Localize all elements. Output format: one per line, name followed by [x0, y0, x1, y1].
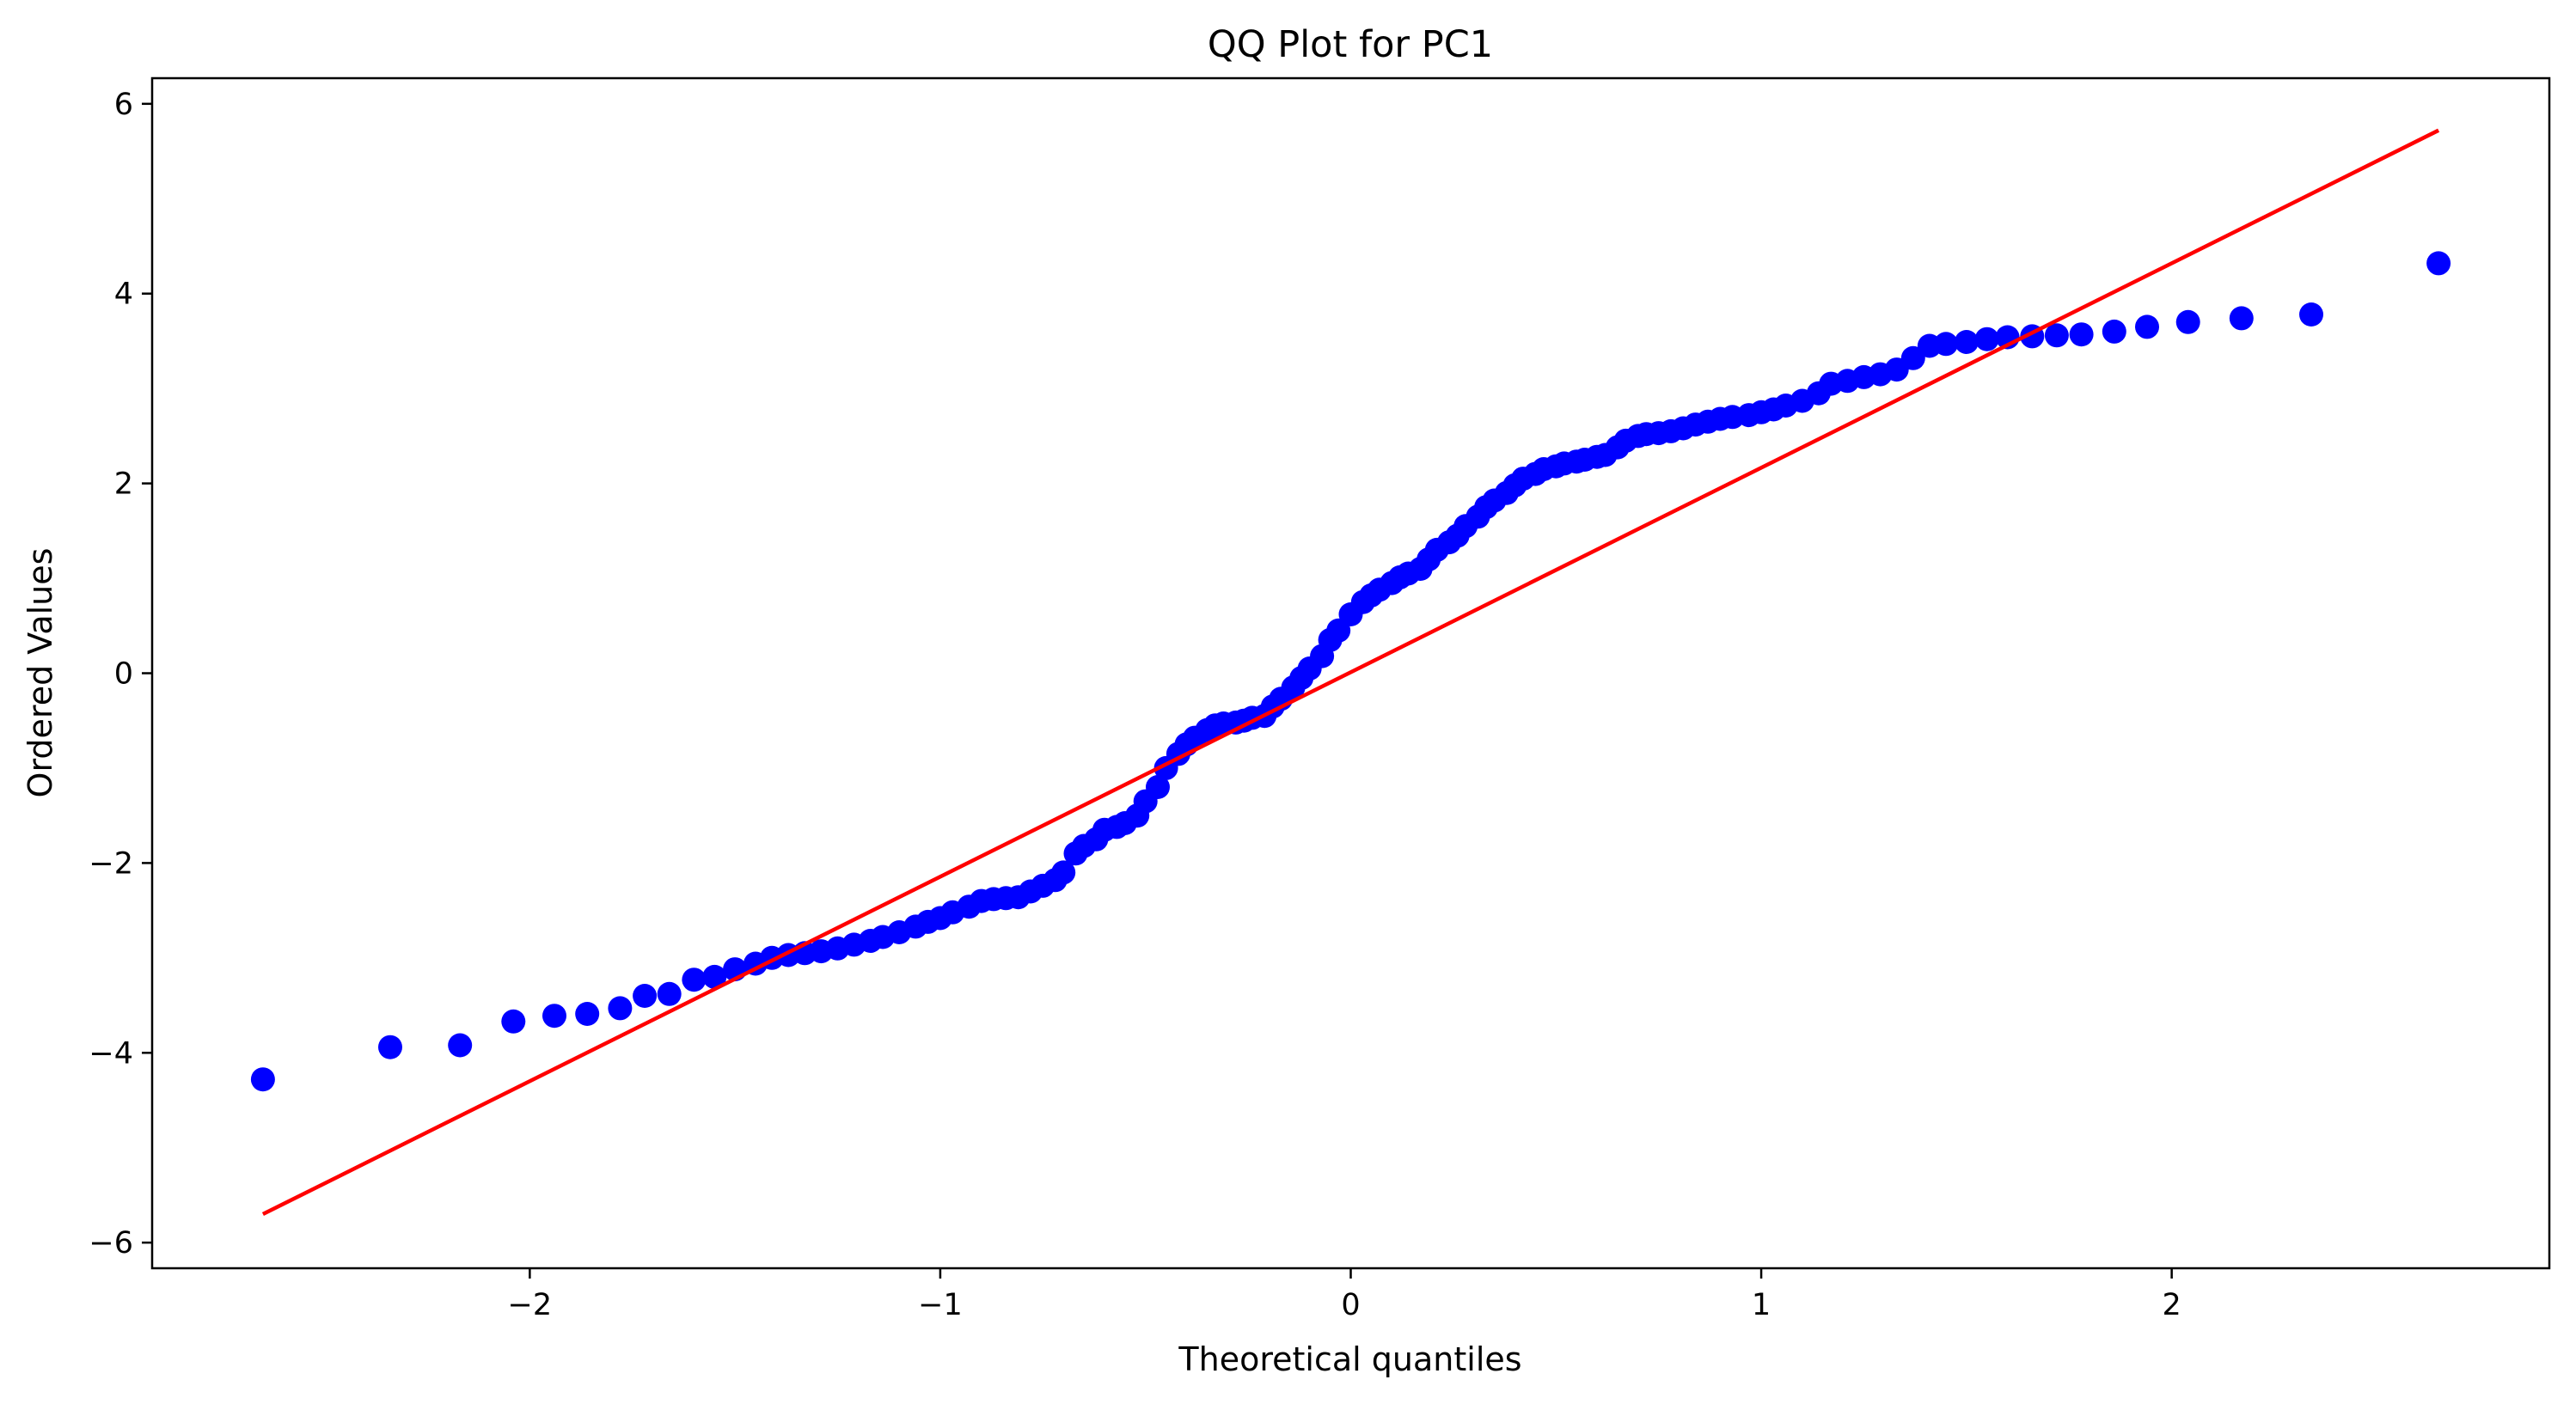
y-tick-label: 6 [114, 88, 133, 122]
data-point [2044, 323, 2069, 348]
chart-title: QQ Plot for PC1 [1208, 23, 1493, 66]
y-tick-label: −2 [89, 846, 133, 881]
data-point [1954, 330, 1979, 354]
data-point [2175, 309, 2200, 334]
data-point [2229, 306, 2254, 331]
x-tick-label: −1 [918, 1288, 963, 1322]
data-point [1900, 345, 1925, 370]
plot-area [250, 128, 2451, 1217]
y-tick-label: −4 [89, 1036, 133, 1071]
data-point [2069, 322, 2094, 347]
data-point [608, 996, 633, 1021]
data-point [501, 1009, 526, 1034]
x-axis: −2 −1 0 1 2 [508, 1268, 2181, 1322]
y-tick-label: 2 [114, 467, 133, 502]
data-point [2299, 302, 2323, 327]
x-tick-label: 0 [1341, 1288, 1360, 1322]
y-tick-label: −6 [89, 1226, 133, 1261]
data-point [1974, 327, 1999, 351]
data-point [1051, 860, 1076, 885]
data-point [575, 1002, 600, 1026]
data-point [378, 1035, 402, 1059]
data-point [2426, 251, 2451, 276]
data-point [702, 964, 727, 989]
x-tick-label: −2 [508, 1288, 553, 1322]
y-axis-label: Ordered Values [21, 548, 59, 798]
data-point [633, 984, 658, 1008]
x-tick-label: 1 [1752, 1288, 1771, 1322]
data-point [250, 1067, 275, 1092]
data-point [2135, 314, 2159, 339]
y-axis: −6 −4 −2 0 2 4 6 [89, 88, 152, 1261]
data-point [448, 1033, 473, 1058]
data-point [1146, 775, 1170, 799]
data-point [1934, 332, 1958, 357]
data-point [2102, 319, 2126, 344]
data-point [542, 1004, 566, 1029]
data-point [682, 968, 707, 992]
data-point [657, 981, 682, 1006]
y-tick-label: 4 [114, 278, 133, 312]
x-tick-label: 2 [2162, 1288, 2181, 1322]
x-axis-label: Theoretical quantiles [1178, 1340, 1521, 1378]
y-tick-label: 0 [114, 657, 133, 692]
reference-line [261, 128, 2440, 1217]
